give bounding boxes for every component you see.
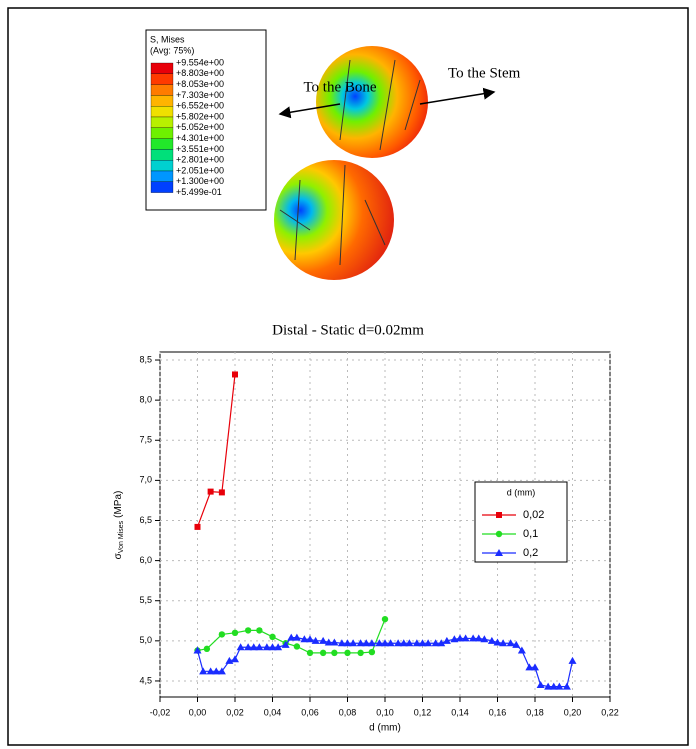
sphere-top: [316, 46, 428, 158]
legend-swatch: [151, 128, 173, 139]
legend-marker: [496, 512, 502, 518]
legend-swatch: [151, 182, 173, 193]
x-tick-label: 0,06: [301, 707, 319, 717]
annotation: To the Bone: [303, 79, 376, 95]
legend-swatch: [151, 139, 173, 150]
legend-level: +8.803e+00: [176, 68, 224, 78]
series-line: [198, 374, 236, 526]
y-tick-label: 6,0: [139, 555, 152, 565]
legend-level: +1.300e+00: [176, 176, 224, 186]
legend-swatch: [151, 63, 173, 74]
marker: [307, 650, 313, 656]
marker: [537, 681, 545, 688]
legend-level: +5.499e-01: [176, 187, 222, 197]
legend-swatch: [151, 85, 173, 96]
x-tick-label: 0,00: [189, 707, 207, 717]
legend-label: 0,1: [523, 528, 538, 540]
legend-level: +5.802e+00: [176, 111, 224, 121]
marker: [256, 627, 262, 633]
legend-swatch: [151, 95, 173, 106]
marker: [369, 649, 375, 655]
annotation: To the Stem: [448, 65, 521, 81]
legend-level: +2.801e+00: [176, 155, 224, 165]
y-axis-label: σVon Mises(MPa): [113, 491, 125, 560]
marker: [269, 634, 275, 640]
arrow-stem: [420, 92, 494, 104]
figure: To the Bone To the Stem S, Mises (Avg: 7…: [0, 0, 696, 749]
legend-level: +3.551e+00: [176, 144, 224, 154]
legend-subtitle: (Avg: 75%): [150, 45, 194, 55]
marker: [382, 616, 388, 622]
x-tick-label: 0,16: [489, 707, 507, 717]
x-tick-label: 0,20: [564, 707, 582, 717]
x-tick-label: 0,04: [264, 707, 282, 717]
legend-marker: [496, 531, 502, 537]
marker: [195, 524, 201, 530]
x-tick-label: 0,14: [451, 707, 469, 717]
marker: [204, 646, 210, 652]
marker: [219, 631, 225, 637]
legend-swatch: [151, 106, 173, 117]
legend-level: +4.301e+00: [176, 133, 224, 143]
marker: [208, 489, 214, 495]
legend-level: +8.053e+00: [176, 79, 224, 89]
legend-level: +6.552e+00: [176, 101, 224, 111]
marker: [232, 630, 238, 636]
y-tick-label: 6,5: [139, 515, 152, 525]
marker: [231, 655, 239, 662]
y-tick-label: 5,0: [139, 635, 152, 645]
legend-title: S, Mises: [150, 34, 185, 44]
legend-swatch: [151, 160, 173, 171]
legend-level: +7.303e+00: [176, 90, 224, 100]
marker: [232, 371, 238, 377]
y-tick-label: 8,0: [139, 395, 152, 405]
legend-level: +2.051e+00: [176, 165, 224, 175]
marker: [245, 627, 251, 633]
marker: [219, 489, 225, 495]
x-tick-label: 0,12: [414, 707, 432, 717]
marker: [357, 650, 363, 656]
x-tick-label: -0,02: [150, 707, 171, 717]
x-tick-label: 0,10: [376, 707, 394, 717]
legend-title: d (mm): [507, 487, 536, 497]
marker: [569, 657, 577, 664]
page: { "figure": { "legend_title": "S, Mises"…: [0, 0, 696, 749]
marker: [331, 650, 337, 656]
legend-level: +5.052e+00: [176, 122, 224, 132]
sphere-bottom: [274, 160, 394, 280]
caption: Distal - Static d=0.02mm: [272, 322, 424, 338]
y-tick-label: 8,5: [139, 354, 152, 364]
legend-swatch: [151, 117, 173, 128]
y-tick-label: 7,5: [139, 435, 152, 445]
y-tick-label: 7,0: [139, 475, 152, 485]
y-tick-label: 5,5: [139, 595, 152, 605]
legend-label: 0,2: [523, 547, 538, 559]
y-tick-label: 4,5: [139, 675, 152, 685]
legend-label: 0,02: [523, 509, 544, 521]
legend-swatch: [151, 149, 173, 160]
legend-level: +9.554e+00: [176, 57, 224, 67]
y-label-unit: (MPa): [113, 491, 124, 518]
x-tick-label: 0,08: [339, 707, 357, 717]
marker: [344, 650, 350, 656]
x-tick-label: 0,02: [226, 707, 244, 717]
marker: [294, 643, 300, 649]
x-tick-label: 0,18: [526, 707, 544, 717]
x-tick-label: 0,22: [601, 707, 619, 717]
legend-swatch: [151, 171, 173, 182]
x-axis-label: d (mm): [369, 723, 401, 734]
legend-swatch: [151, 74, 173, 85]
marker: [320, 650, 326, 656]
y-label-subscript: Von Mises: [118, 520, 125, 553]
